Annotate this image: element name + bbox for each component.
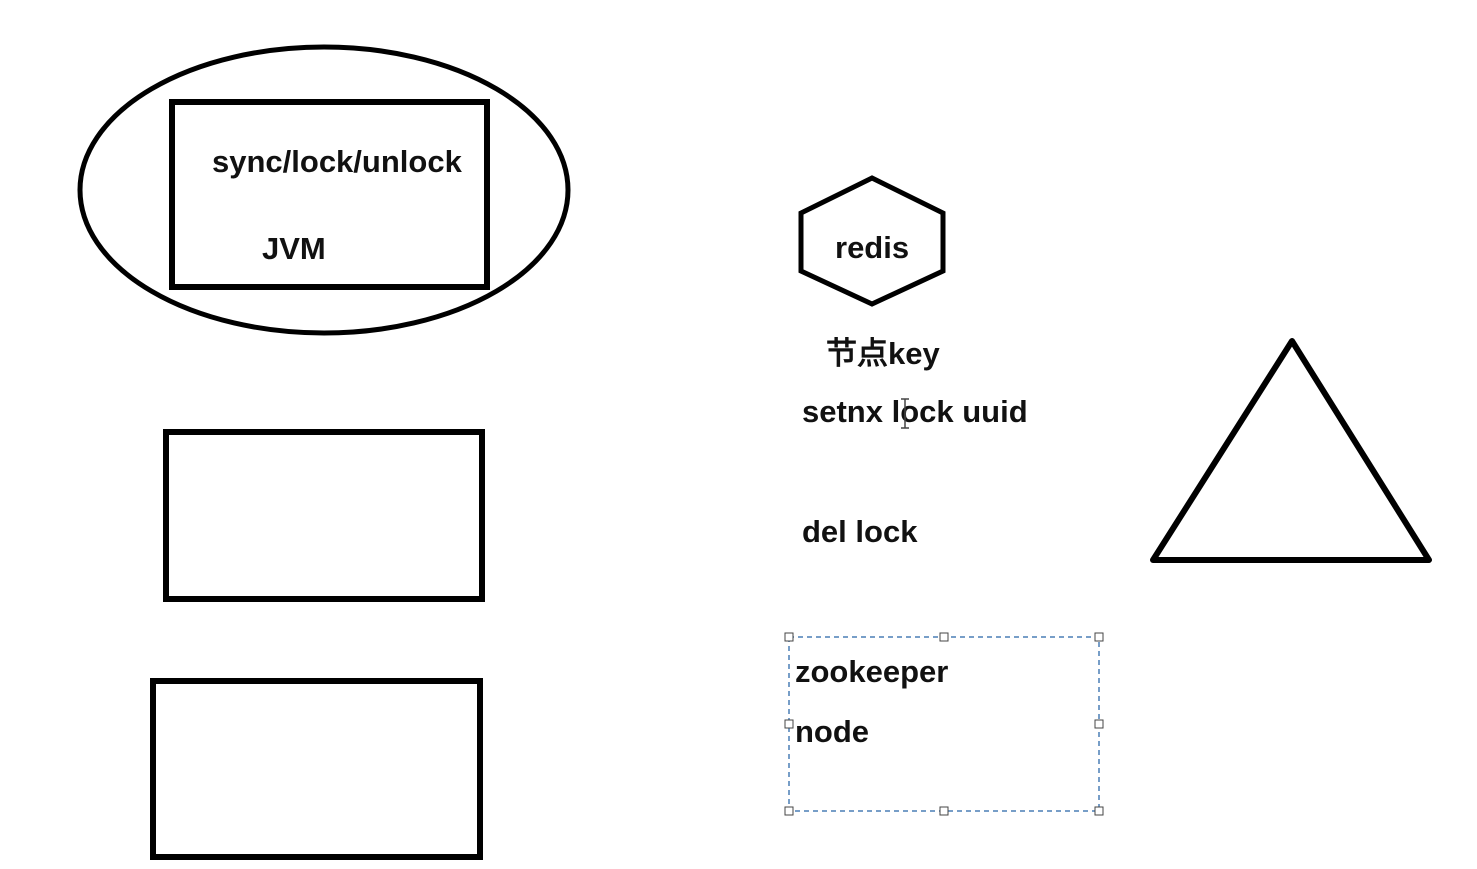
text-cursor-icon: [901, 398, 909, 429]
empty-box-middle[interactable]: [163, 429, 485, 602]
resize-handle-middle-left[interactable]: [784, 719, 794, 729]
redis-hexagon[interactable]: [798, 175, 946, 307]
resize-handle-top-center[interactable]: [939, 632, 949, 642]
resize-handle-bottom-center[interactable]: [939, 806, 949, 816]
empty-box-bottom[interactable]: [150, 678, 483, 860]
zookeeper-textbox[interactable]: zookeeper node: [784, 632, 1104, 816]
jvm-box[interactable]: [169, 99, 490, 290]
setnx-label: setnx lock uuid: [802, 394, 1028, 429]
del-lock-label: del lock: [802, 514, 918, 549]
node-key-label: 节点key: [826, 336, 940, 371]
resize-handle-middle-right[interactable]: [1094, 719, 1104, 729]
redis-label: redis: [835, 230, 909, 265]
zookeeper-label: zookeeper: [795, 654, 948, 689]
triangle-shape[interactable]: [1150, 338, 1432, 563]
resize-handle-bottom-right[interactable]: [1094, 806, 1104, 816]
resize-handle-top-left[interactable]: [784, 632, 794, 642]
resize-handle-bottom-left[interactable]: [784, 806, 794, 816]
jvm-ellipse[interactable]: [77, 44, 571, 336]
resize-handle-top-right[interactable]: [1094, 632, 1104, 642]
jvm-label: JVM: [262, 231, 326, 266]
sync-lock-unlock-label: sync/lock/unlock: [212, 144, 463, 179]
zookeeper-node-label: node: [795, 714, 869, 749]
